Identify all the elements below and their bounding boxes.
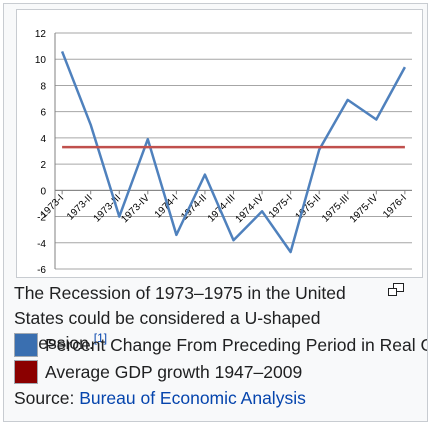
legend-item-gdp-change: Percent Change From Preceding Period in …	[14, 333, 427, 359]
x-tick-label: 1975-IV	[348, 192, 381, 225]
caption-text: The Recession of 1973–1975 in the United…	[14, 283, 346, 353]
y-tick-label: 12	[35, 29, 47, 40]
y-tick-label: 6	[40, 108, 46, 119]
magnify-clip-icon[interactable]	[388, 283, 404, 297]
legend-item-average-growth: Average GDP growth 1947–2009	[14, 360, 427, 386]
legend-swatch-blue	[14, 333, 38, 357]
x-tick-label: 1974-III	[206, 193, 238, 225]
thumbnail-box: -6 -4 -2 0 2 4 6 8 10 12 1973-I 1973-II 1973-III 1973…	[3, 3, 428, 422]
reference-link[interactable]: [1]	[93, 331, 108, 346]
x-tick-label: 1973-IV	[119, 192, 152, 225]
gdp-line-chart: -6-4-20246810121973-I1973-II1973-III1973…	[35, 29, 412, 276]
legend-label: Percent Change From Preceding Period in …	[45, 335, 427, 355]
y-tick-label: 10	[35, 55, 47, 66]
y-tick-label: 2	[40, 160, 46, 171]
figure-caption: The Recession of 1973–1975 in the United…	[14, 281, 421, 356]
source-prefix: Source:	[14, 388, 80, 408]
legend-label: Average GDP growth 1947–2009	[45, 362, 303, 382]
x-tick-label: 1973-III	[92, 193, 124, 225]
x-tick-label: 1975-II	[294, 193, 324, 223]
series-line-gdp-change	[60, 50, 406, 254]
y-tick-label: -2	[37, 213, 46, 224]
y-tick-label: -6	[37, 265, 46, 276]
y-tick-label: 8	[40, 81, 46, 92]
y-tick-label: 0	[40, 186, 46, 197]
legend-swatch-red	[14, 360, 38, 384]
x-tick-label: 1975-III	[320, 193, 352, 225]
y-tick-label: -4	[37, 239, 46, 250]
x-tick-label: 1974-IV	[234, 192, 267, 225]
chart-image[interactable]: -6 -4 -2 0 2 4 6 8 10 12 1973-I 1973-II 1973-III 1973…	[16, 9, 423, 278]
y-tick-label: 4	[40, 134, 46, 145]
x-tick-label: 1973-II	[65, 193, 95, 223]
source-line: Source: Bureau of Economic Analysis	[14, 388, 306, 409]
source-link[interactable]: Bureau of Economic Analysis	[79, 388, 306, 408]
